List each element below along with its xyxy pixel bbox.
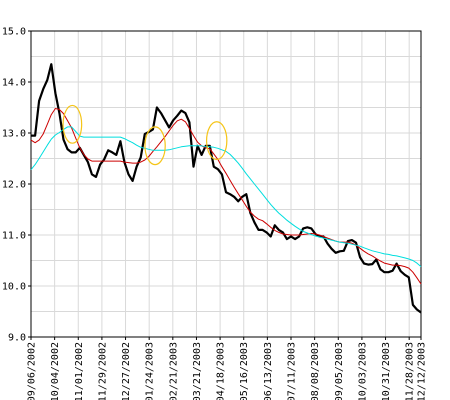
x-tick-label: 12/12/2003 bbox=[417, 342, 428, 400]
x-tick-label: 02/21/2003 bbox=[168, 342, 179, 400]
x-tick-label: 10/04/2002 bbox=[50, 342, 61, 400]
x-tick-label: 12/27/2002 bbox=[121, 342, 132, 400]
x-tick-label: 10/03/2003 bbox=[357, 342, 368, 400]
x-tick-label: 10/31/2003 bbox=[381, 342, 392, 400]
x-tick-label: 05/16/2003 bbox=[239, 342, 250, 400]
x-tick-label: 03/21/2003 bbox=[192, 342, 203, 400]
y-tick-label: 15.0 bbox=[2, 27, 26, 38]
series-group bbox=[30, 63, 422, 314]
y-tick-label: 9.0 bbox=[8, 333, 26, 344]
highlight-ellipse bbox=[144, 126, 166, 166]
y-tick-label: 10.0 bbox=[2, 282, 26, 293]
x-tick-label: 11/28/2003 bbox=[405, 342, 416, 400]
x-tick-label: 01/24/2003 bbox=[145, 342, 156, 400]
x-tick-label: 04/18/2003 bbox=[216, 342, 227, 400]
y-tick-label: 13.0 bbox=[2, 129, 26, 140]
y-tick-label: 14.0 bbox=[2, 78, 26, 89]
series-line-0 bbox=[31, 63, 422, 314]
series-line-2 bbox=[30, 126, 422, 267]
x-axis-ticks: 09/06/2002 10/04/2002 11/01/2002 11/29/2002… bbox=[27, 337, 428, 400]
grid bbox=[31, 31, 421, 337]
x-tick-label: 11/01/2002 bbox=[74, 342, 85, 400]
y-tick-label: 11.0 bbox=[2, 231, 26, 242]
x-tick-label: 09/06/2002 bbox=[27, 342, 38, 400]
y-axis-ticks: 15.0 14.0 13.0 12.0 11.0 10.0 9.0 bbox=[2, 27, 31, 344]
x-tick-label: 06/13/2003 bbox=[263, 342, 274, 400]
x-tick-label: 09/05/2003 bbox=[334, 342, 345, 400]
y-tick-label: 12.0 bbox=[2, 180, 26, 191]
highlight-ellipse bbox=[62, 104, 83, 144]
highlight-ellipse bbox=[205, 121, 228, 161]
annotations bbox=[62, 104, 228, 166]
x-tick-label: 07/11/2003 bbox=[287, 342, 298, 400]
x-tick-label: 11/29/2002 bbox=[97, 342, 108, 400]
x-tick-label: 08/08/2003 bbox=[310, 342, 321, 400]
